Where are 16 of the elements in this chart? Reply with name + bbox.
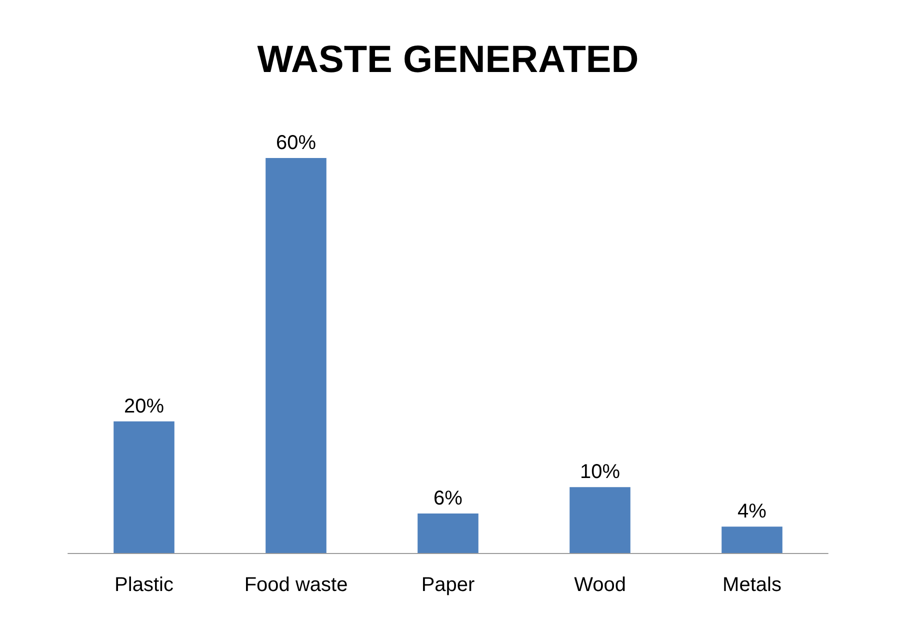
data-label: 20% xyxy=(124,395,164,418)
x-tick-label: Plastic xyxy=(114,574,174,596)
data-label: 10% xyxy=(580,461,620,484)
data-label: 60% xyxy=(276,132,316,154)
x-tick-label: Paper xyxy=(421,574,476,596)
bar xyxy=(114,421,174,553)
data-label: 6% xyxy=(434,488,463,510)
data-label: 4% xyxy=(738,500,767,523)
chart-title: WASTE GENERATED xyxy=(257,39,639,81)
bar xyxy=(418,514,478,553)
x-tick-label: Wood xyxy=(574,574,626,596)
bar xyxy=(722,526,782,553)
x-tick-label: Food waste xyxy=(244,574,348,596)
x-tick-label: Metals xyxy=(722,574,782,596)
bar xyxy=(266,158,326,553)
bar xyxy=(570,487,630,553)
